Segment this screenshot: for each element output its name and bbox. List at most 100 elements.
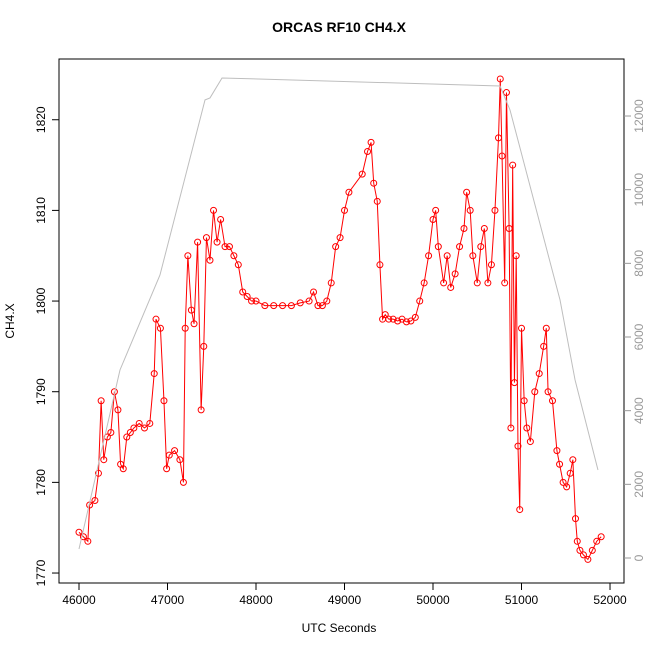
data-point	[484, 279, 492, 287]
data-point	[243, 293, 251, 301]
data-point	[576, 546, 584, 554]
y-tick-label: 1800	[34, 287, 48, 314]
data-point	[569, 456, 577, 464]
x-tick-label: 48000	[239, 593, 273, 607]
x-tick-label: 52000	[593, 593, 627, 607]
y-tick-label: 1780	[34, 469, 48, 496]
data-point	[234, 261, 242, 269]
data-point	[559, 478, 567, 486]
data-point	[502, 89, 510, 97]
data-point	[579, 551, 587, 559]
data-point	[416, 297, 424, 305]
data-point	[516, 506, 524, 514]
y2-tick-label: 12000	[632, 99, 646, 133]
y-axis-label: CH4.X	[3, 303, 17, 338]
data-point	[505, 225, 513, 233]
data-point	[597, 533, 605, 541]
data-point	[171, 447, 179, 455]
data-point	[451, 270, 459, 278]
data-point	[487, 261, 495, 269]
data-point	[305, 297, 313, 305]
data-point	[239, 288, 247, 296]
data-point	[498, 152, 506, 160]
data-point	[443, 252, 451, 260]
data-point	[202, 234, 210, 242]
data-point	[507, 424, 515, 432]
data-point	[463, 188, 471, 196]
data-point	[179, 478, 187, 486]
y2-tick-label: 0	[632, 554, 646, 561]
data-point	[411, 313, 419, 321]
data-point	[225, 243, 233, 251]
data-point	[402, 318, 410, 326]
data-point	[79, 533, 87, 541]
data-point	[318, 302, 326, 310]
data-point	[217, 215, 225, 223]
series-line	[78, 78, 602, 561]
data-point	[566, 469, 574, 477]
data-point	[480, 225, 488, 233]
data-point	[466, 206, 474, 214]
x-axis-label: UTC Seconds	[302, 621, 377, 635]
data-point	[523, 424, 531, 432]
data-point	[501, 279, 509, 287]
data-point	[126, 429, 134, 437]
data-point	[165, 451, 173, 459]
data-point	[261, 302, 269, 310]
x-tick-label: 50000	[416, 593, 450, 607]
data-point	[210, 206, 218, 214]
data-point	[518, 324, 526, 332]
data-point	[135, 419, 143, 427]
data-point	[332, 243, 340, 251]
data-point	[440, 279, 448, 287]
data-point	[473, 279, 481, 287]
data-point	[97, 397, 105, 405]
data-point	[456, 243, 464, 251]
chart-title: ORCAS RF10 CH4.X	[272, 19, 406, 35]
data-point	[323, 297, 331, 305]
data-point	[588, 546, 596, 554]
data-point	[200, 342, 208, 350]
data-point	[544, 388, 552, 396]
data-point	[420, 279, 428, 287]
data-point	[593, 537, 601, 545]
x-tick-label: 49000	[328, 593, 362, 607]
data-point	[230, 252, 238, 260]
data-point	[150, 370, 158, 378]
data-point	[107, 429, 115, 437]
data-point	[563, 483, 571, 491]
x-tick-label: 47000	[151, 593, 185, 607]
data-point	[514, 442, 522, 450]
data-point	[367, 138, 375, 146]
data-point	[496, 75, 504, 83]
data-point	[491, 206, 499, 214]
data-point	[526, 438, 534, 446]
data-point	[140, 424, 148, 432]
data-point	[520, 397, 528, 405]
data-point	[477, 243, 485, 251]
data-point	[296, 299, 304, 307]
data-point	[385, 315, 393, 323]
data-point	[373, 197, 381, 205]
plot-frame	[58, 58, 625, 584]
data-point	[181, 324, 189, 332]
data-point	[381, 311, 389, 319]
x-tick-label: 46000	[62, 593, 96, 607]
data-point	[156, 324, 164, 332]
data-point	[495, 134, 503, 142]
data-point	[130, 424, 138, 432]
data-point	[314, 302, 322, 310]
y2-tick-label: 2000	[632, 471, 646, 498]
data-point	[248, 297, 256, 305]
data-point	[336, 234, 344, 242]
data-point	[358, 170, 366, 178]
data-point	[394, 317, 402, 325]
data-point	[584, 555, 592, 563]
data-point	[407, 317, 415, 325]
data-point	[287, 302, 295, 310]
data-point	[310, 288, 318, 296]
data-point	[146, 419, 154, 427]
y-tick-label: 1770	[34, 559, 48, 586]
data-point	[434, 243, 442, 251]
